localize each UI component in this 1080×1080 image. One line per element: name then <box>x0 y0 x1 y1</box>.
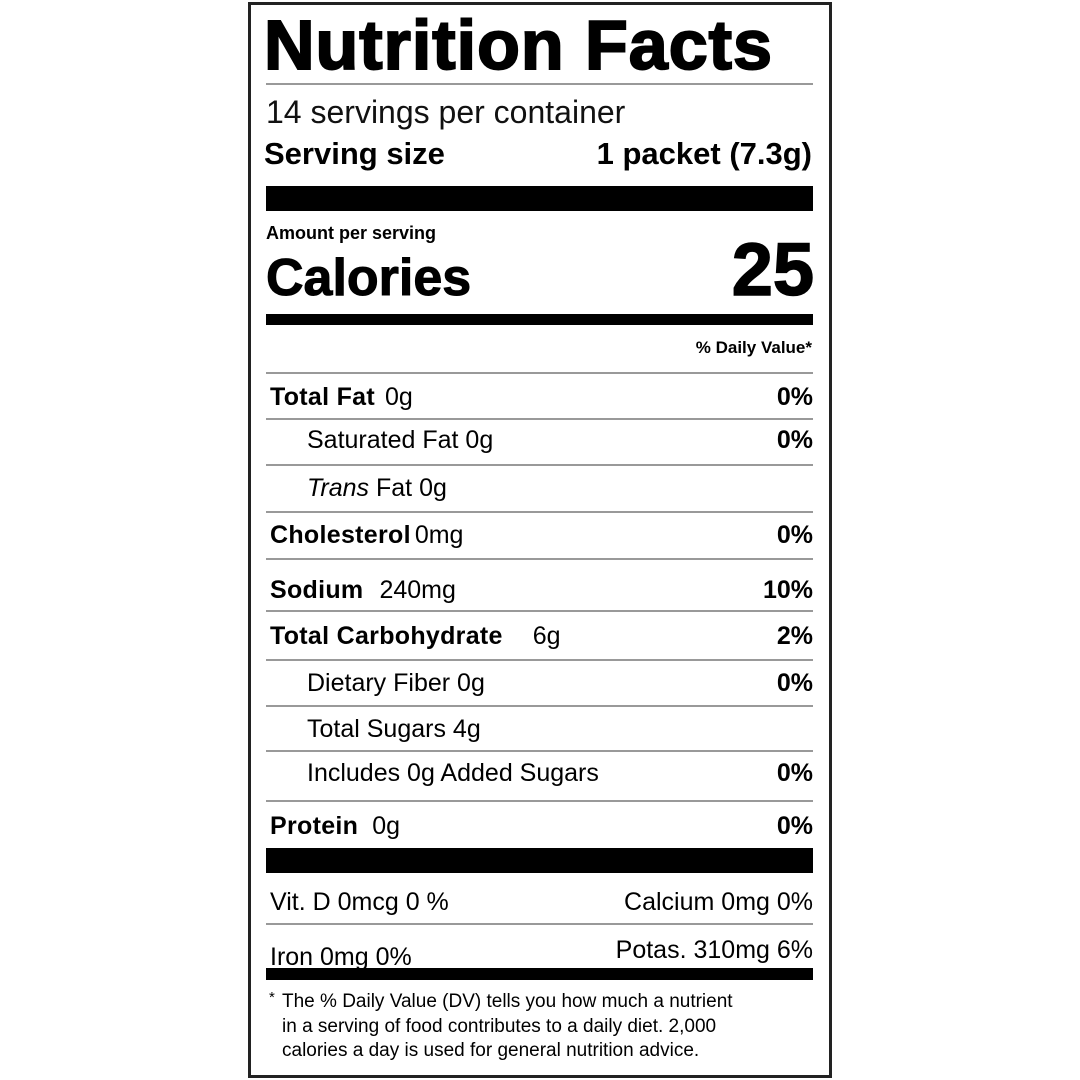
nutrient-row-trans-fat: Trans Fat 0g <box>307 473 447 502</box>
divider <box>266 610 813 612</box>
divider <box>266 558 813 560</box>
vitamin-row: Vit. D 0mcg 0 % Calcium 0mg 0% <box>270 887 813 916</box>
daily-value-header: % Daily Value* <box>695 338 812 357</box>
footnote: The % Daily Value (DV) tells you how muc… <box>282 990 827 1064</box>
calories-value: 25 <box>731 228 815 311</box>
nutrition-facts-label <box>248 2 832 1078</box>
nutrient-row-sodium: Sodium 240mg 10% <box>270 575 813 604</box>
nutrient-row-added-sugars: Includes 0g Added Sugars 0% <box>307 758 813 787</box>
divider <box>266 418 813 420</box>
footnote-mark: * <box>269 989 275 1006</box>
footnote-line: in a serving of food contributes to a da… <box>282 1015 717 1037</box>
nutrient-row-total-sugars: Total Sugars 4g <box>307 714 481 743</box>
footnote-line: The % Daily Value (DV) tells you how muc… <box>282 991 733 1012</box>
footnote-line: calories a day is used for general nutri… <box>282 1040 700 1061</box>
medium-divider <box>266 314 813 325</box>
divider <box>266 800 813 802</box>
medium-divider <box>266 968 813 980</box>
nutrient-row-dietary-fiber: Dietary Fiber 0g 0% <box>307 668 813 697</box>
divider <box>266 372 813 374</box>
thick-divider <box>266 186 813 211</box>
divider <box>266 464 813 466</box>
nutrient-row-saturated-fat: Saturated Fat 0g 0% <box>307 425 813 454</box>
divider <box>266 750 813 752</box>
divider <box>266 511 813 513</box>
divider <box>266 83 813 85</box>
calories-label: Calories <box>265 249 472 308</box>
serving-size-label: Serving size <box>264 136 445 171</box>
nutrient-row-cholesterol: Cholesterol 0mg 0% <box>270 520 813 549</box>
divider <box>266 705 813 707</box>
divider <box>266 659 813 661</box>
amount-per-serving: Amount per serving <box>266 223 437 243</box>
nutrient-row-total-fat: Total Fat 0g 0% <box>270 382 813 411</box>
thick-divider <box>266 848 813 873</box>
nutrient-row-total-carbohydrate: Total Carbohydrate 6g 2% <box>270 621 813 650</box>
vitamin-row: Iron 0mg 0% Potas. 310mg 6% <box>270 935 813 971</box>
label-title: Nutrition Facts <box>263 5 773 85</box>
divider <box>266 923 813 925</box>
serving-size-value: 1 packet (7.3g) <box>596 136 812 171</box>
servings-per-container: 14 servings per container <box>266 94 626 130</box>
nutrient-row-protein: Protein 0g 0% <box>270 811 813 840</box>
